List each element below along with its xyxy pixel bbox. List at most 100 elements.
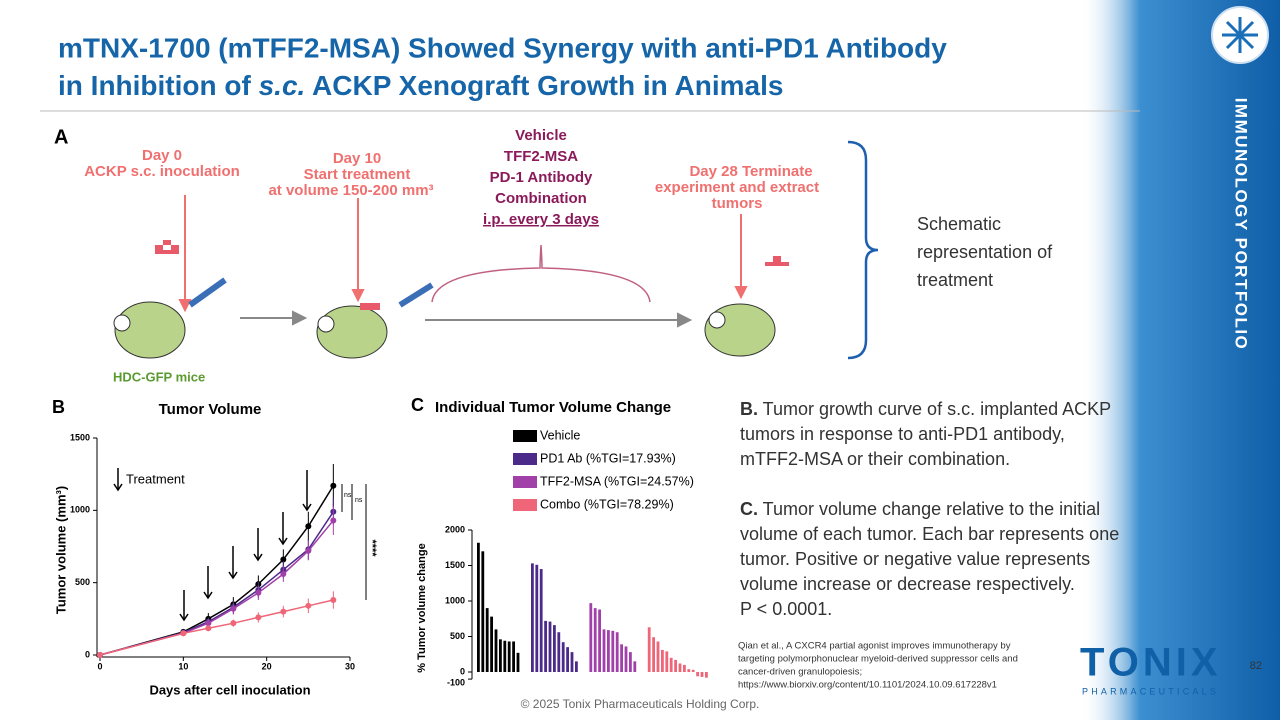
description-line: C. Tumor volume change relative to the i… (740, 499, 1100, 519)
schematic-label: tumors (712, 195, 763, 212)
bar (485, 608, 489, 672)
y-axis-label: Tumor volume (mm³) (53, 486, 68, 614)
y-tick-label: 1000 (445, 595, 465, 605)
bar (598, 609, 601, 672)
schematic-label: Vehicle (515, 127, 567, 144)
x-tick-label: 30 (345, 661, 355, 671)
panel-letter: A (54, 126, 68, 148)
legend-swatch (513, 476, 537, 488)
bar (512, 641, 515, 672)
page-number: 82 (1250, 660, 1262, 672)
bar (683, 664, 686, 672)
bar (507, 641, 511, 672)
y-tick-label: 1000 (70, 505, 90, 515)
series-line (99, 519, 334, 656)
bar (535, 564, 539, 672)
annotation: ns (344, 492, 352, 499)
title-part: ACKP Xenograft Growth in Animals (305, 70, 783, 101)
citation-line: targeting polymorphonuclear myeloid-deri… (738, 654, 1018, 665)
bar (691, 669, 695, 672)
point (305, 602, 312, 609)
bar (629, 652, 632, 672)
y-tick-label: 500 (450, 631, 465, 641)
bar (561, 642, 565, 672)
panel-letter: B (52, 397, 65, 417)
caption-line: Schematic (917, 214, 1001, 234)
bar (661, 649, 664, 672)
legend-swatch (513, 453, 537, 465)
schematic-label: Day 28 Terminate (689, 163, 812, 180)
point (180, 630, 187, 637)
bar (544, 620, 547, 672)
side-label: IMMUNOLOGY PORTFOLIO (1232, 98, 1251, 351)
bar (589, 603, 593, 672)
group-brace (431, 244, 651, 303)
series-line (99, 599, 334, 656)
bar (570, 652, 574, 672)
bar (678, 663, 682, 672)
panel-letter: C (411, 395, 424, 415)
schematic-label: PD-1 Antibody (490, 169, 593, 186)
bar (548, 621, 552, 672)
bar (516, 652, 520, 672)
tumor-icons (155, 240, 789, 266)
legend-swatch (513, 430, 537, 442)
schematic-label: experiment and extract (655, 179, 819, 196)
point (280, 556, 287, 563)
title-line: in Inhibition of s.c. ACKP Xenograft Gro… (58, 70, 783, 101)
schematic-label: Day 10 (333, 150, 381, 167)
schematic-label: at volume 150-200 mm³ (268, 182, 433, 199)
point (330, 517, 337, 524)
bar (665, 651, 669, 672)
bar (503, 640, 507, 672)
annotation: Treatment (126, 471, 185, 486)
point (255, 614, 262, 621)
treatment-arrow (179, 613, 189, 622)
citation-line: Qian et al., A CXCR4 partial agonist imp… (738, 641, 1011, 652)
description-line: volume increase or decrease respectively… (740, 574, 1075, 594)
y-tick-label: 500 (75, 577, 90, 587)
bar (481, 551, 485, 672)
point (330, 597, 337, 604)
y-tick-label: 0 (85, 649, 90, 659)
x-tick-label: 10 (178, 661, 188, 671)
mouse-icons (113, 277, 776, 359)
annotation: **** (366, 539, 378, 557)
treatment-arrow (278, 537, 288, 546)
bar (615, 632, 619, 672)
treatment-arrow (228, 571, 238, 580)
bar (633, 661, 637, 672)
description-line: tumor. Positive or negative value repres… (740, 549, 1090, 569)
description-line: tumors in response to anti-PD1 antibody, (740, 424, 1065, 444)
legend-label: PD1 Ab (%TGI=17.93%) (540, 451, 676, 465)
point (230, 620, 237, 627)
schematic-label: ACKP s.c. inoculation (84, 163, 240, 180)
bar (607, 630, 610, 672)
treatment-arrow (113, 483, 123, 492)
mice-label: HDC-GFP mice (113, 369, 205, 384)
flow-arrows (240, 310, 693, 328)
title-part: in Inhibition of (58, 70, 259, 101)
point (280, 570, 287, 577)
bar (652, 637, 655, 672)
chart-title: Individual Tumor Volume Change (435, 399, 671, 416)
schematic-label: TFF2-MSA (504, 148, 578, 165)
schematic-label: Day 0 (142, 147, 182, 164)
description-text: Tumor volume change relative to the init… (758, 499, 1100, 519)
x-tick-label: 0 (97, 661, 102, 671)
bar (477, 542, 480, 672)
bar (647, 627, 651, 672)
treatment-arrow (203, 591, 213, 600)
caption-brace (847, 140, 879, 360)
bar (687, 669, 691, 672)
citation-line: https://www.biorxiv.org/content/10.1101/… (738, 680, 997, 691)
y-tick-label: -100 (447, 677, 465, 687)
point (230, 605, 237, 612)
schematic-arrows (178, 195, 748, 313)
point (280, 608, 287, 615)
footer: © 2025 Tonix Pharmaceuticals Holding Cor… (521, 697, 760, 711)
schematic-label: Start treatment (304, 166, 411, 183)
bar (602, 629, 606, 672)
schematic-label: i.p. every 3 days (483, 211, 599, 228)
